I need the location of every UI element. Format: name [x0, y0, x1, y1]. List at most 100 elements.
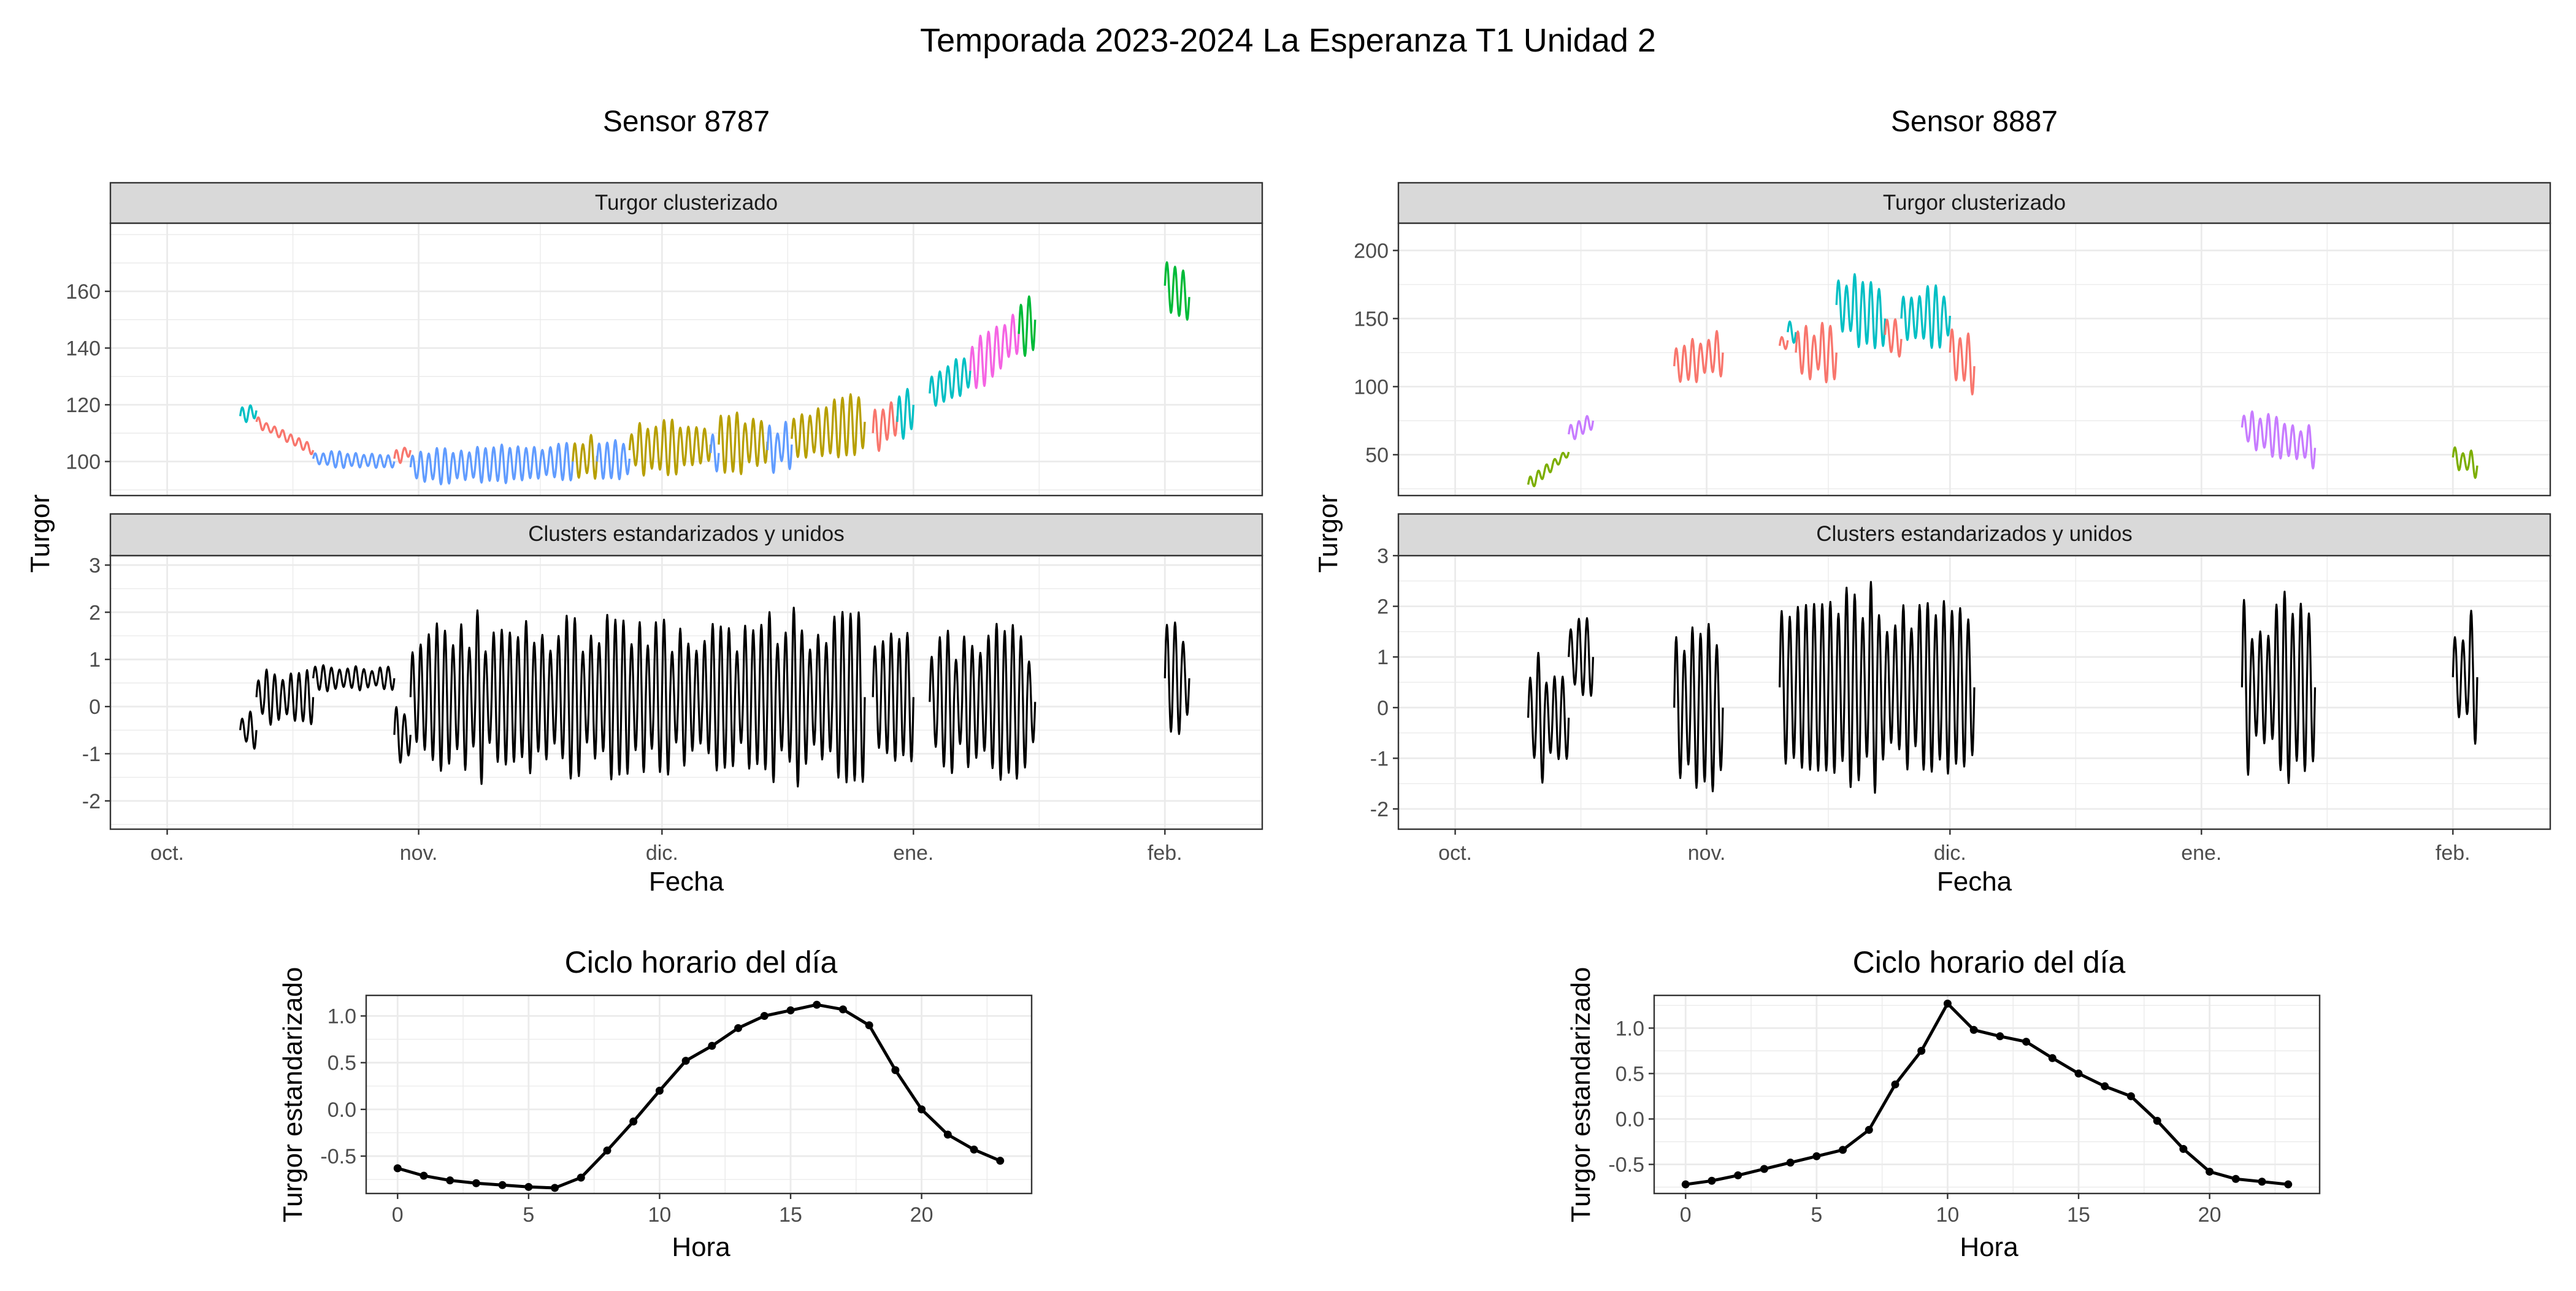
sensor-8887-ylabel: Turgor — [1313, 494, 1343, 573]
y-tick-label: 100 — [1354, 375, 1389, 399]
standardized-line — [1163, 621, 1190, 735]
x-tick-label: 10 — [648, 1203, 672, 1227]
cycle-line — [1685, 1002, 2288, 1186]
cluster-line — [710, 433, 720, 473]
y-tick-label: -0.5 — [1608, 1154, 1644, 1177]
cycle-point — [1708, 1176, 1716, 1185]
cluster-line — [393, 446, 412, 464]
y-tick-label: -1 — [82, 743, 101, 766]
cycle-point — [2284, 1180, 2293, 1189]
cycle-line — [397, 1003, 1001, 1190]
cluster-line — [872, 401, 899, 452]
cluster-line — [718, 412, 769, 475]
panel-title-left: Sensor 8787 — [603, 105, 770, 138]
standardized-line — [393, 706, 412, 764]
cycle-point — [2153, 1116, 2161, 1125]
cycle-point — [551, 1184, 559, 1192]
facet-strip-top — [1397, 182, 2551, 224]
cycle-point — [1760, 1165, 1768, 1173]
y-tick-label: 1.0 — [1616, 1017, 1644, 1040]
cycle-point — [2022, 1038, 2031, 1046]
cluster-line — [596, 439, 631, 481]
cycle-point — [918, 1105, 926, 1114]
y-tick-label: 0.0 — [1616, 1108, 1644, 1132]
y-tick-label: -1 — [1370, 747, 1389, 770]
cycle-point — [1865, 1125, 1873, 1134]
cluster-line — [1778, 336, 1789, 350]
cluster-line — [1900, 284, 1951, 349]
cluster-line — [409, 442, 574, 486]
cycle-point — [420, 1171, 428, 1180]
y-tick-label: 2 — [1377, 596, 1389, 619]
y-tick-label: 160 — [66, 280, 101, 304]
sensor-panel-s8787: Turgor clusterizado100120140160Clusters … — [66, 182, 1263, 865]
facet-strip-label-top: Turgor clusterizado — [595, 191, 778, 215]
y-tick-label: 0.0 — [328, 1098, 356, 1122]
standardized-line — [312, 664, 396, 692]
x-tick-label: ene. — [893, 841, 933, 865]
x-tick-label: dic. — [1934, 841, 1966, 865]
cycle-point — [734, 1024, 743, 1032]
cycle-point — [2126, 1092, 2135, 1100]
cycle-point — [1812, 1152, 1821, 1160]
cluster-line — [791, 393, 866, 459]
x-tick-label: 20 — [910, 1203, 933, 1227]
x-tick-label: 15 — [779, 1203, 802, 1227]
cluster-line — [312, 450, 396, 469]
cycle-right-ylabel: Turgor estandarizado — [1566, 967, 1596, 1223]
standardized-line — [2241, 591, 2317, 784]
y-tick-label: -0.5 — [320, 1145, 356, 1168]
panel-border — [1653, 994, 2321, 1195]
x-tick-label: nov. — [400, 841, 438, 865]
y-tick-label: 0 — [1377, 697, 1389, 720]
cycle-point — [1917, 1046, 1926, 1055]
y-tick-label: 1 — [89, 648, 101, 672]
y-tick-label: 3 — [1377, 545, 1389, 568]
y-tick-label: 200 — [1354, 239, 1389, 262]
y-tick-label: 1.0 — [328, 1005, 356, 1029]
cycle-point — [1786, 1159, 1795, 1167]
y-tick-label: 50 — [1365, 443, 1389, 467]
x-tick-label: 0 — [1680, 1203, 1692, 1227]
cluster-line — [969, 313, 1020, 389]
cycle-point — [1681, 1180, 1690, 1189]
cluster-line — [766, 421, 793, 474]
cycle-point — [865, 1021, 873, 1030]
sensor-8887-xlabel: Fecha — [1937, 867, 2012, 897]
facet-strip-top — [109, 182, 1263, 224]
x-tick-label: 20 — [2198, 1203, 2221, 1227]
cycle-point — [2179, 1144, 2188, 1153]
panel-border — [1397, 222, 2551, 497]
x-tick-label: dic. — [646, 841, 678, 865]
cluster-line — [1527, 451, 1570, 488]
cycle-point — [1996, 1032, 2004, 1041]
cluster-line — [896, 388, 914, 440]
standardized-line — [872, 632, 914, 763]
x-tick-label: feb. — [2436, 841, 2471, 865]
x-tick-label: oct. — [150, 841, 184, 865]
cycle-point — [2231, 1174, 2240, 1183]
cycle-point — [655, 1086, 664, 1095]
panel-border — [109, 554, 1263, 830]
y-tick-label: 0 — [89, 695, 101, 719]
x-tick-label: 15 — [2067, 1203, 2090, 1227]
standardized-line — [1568, 617, 1594, 697]
cluster-line — [2451, 446, 2478, 479]
x-tick-label: 5 — [523, 1203, 534, 1227]
y-tick-label: 100 — [66, 451, 101, 474]
cycle-point — [2074, 1069, 2083, 1078]
cluster-line — [2241, 410, 2317, 470]
x-tick-label: 10 — [1936, 1203, 1960, 1227]
cycle-point — [524, 1182, 533, 1191]
standardized-line — [239, 710, 258, 750]
cluster-line — [1568, 415, 1595, 440]
cluster-line — [1787, 320, 1797, 344]
sensor-panel-s8887: Turgor clusterizado 50 100 150 200 Clusters e… — [1354, 182, 2551, 865]
x-tick-label: oct. — [1438, 841, 1472, 865]
facet-strip-label-top: Turgor clusterizado — [1883, 191, 2066, 215]
y-tick-label: -2 — [1370, 798, 1389, 821]
cycle-point — [1891, 1080, 1899, 1089]
sensor-8787-xlabel: Fecha — [649, 867, 724, 897]
